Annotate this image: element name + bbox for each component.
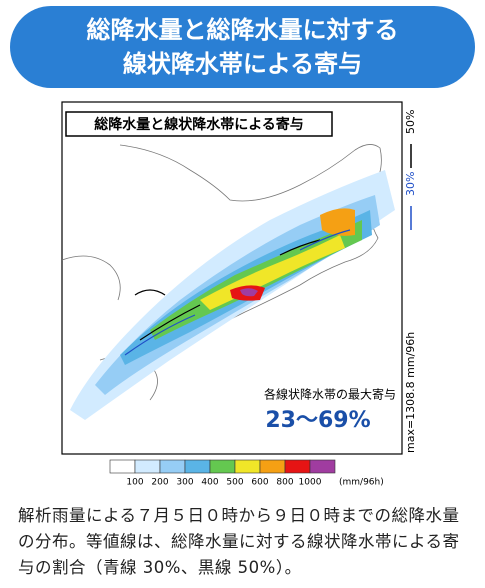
contours <box>124 229 351 356</box>
colorbar-swatch <box>134 459 161 474</box>
colorbar-swatch <box>109 459 136 474</box>
title-banner: 総降水量と総降水量に対する 線状降水帯による寄与 <box>10 6 475 88</box>
legend-label: 50% <box>404 110 417 134</box>
max-label: max=1308.8 mm/96h <box>404 332 417 453</box>
colorbar-label: 200 <box>151 478 168 488</box>
colorbar-unit: (mm/96h) <box>339 478 384 488</box>
contour-legend: 50% 30% <box>404 110 417 230</box>
annotation-label: 各線状降水帯の最大寄与 <box>264 387 396 402</box>
inset-title-box <box>65 111 333 137</box>
precipitation-field <box>70 170 395 420</box>
colorbar-swatch <box>159 459 186 474</box>
colorbar-label: 800 <box>276 478 293 488</box>
annotation-value: 23～69% <box>265 408 370 433</box>
colorbar-swatch <box>234 459 261 474</box>
contour-30 <box>124 229 351 356</box>
legend-label: 30% <box>404 172 417 196</box>
colorbar: 100 200 300 400 500 600 800 1000 (mm/96h) <box>109 459 384 488</box>
colorbar-swatch <box>259 459 286 474</box>
colorbar-label: 500 <box>226 478 243 488</box>
colorbar-swatch <box>309 459 336 474</box>
caption: 解析雨量による７月５日０時から９日０時までの総降水量の分布。等値線は、総降水量に… <box>18 506 460 577</box>
colorbar-swatch <box>184 459 211 474</box>
coastline <box>61 255 121 301</box>
rain-area <box>320 208 355 236</box>
title-line: 総降水量と総降水量に対する <box>86 16 399 44</box>
colorbar-label: 600 <box>251 478 268 488</box>
figure: 総降水量と線状降水帯による寄与 各線状降水帯の最大寄与 23～69% max=1… <box>61 101 417 488</box>
inset-title: 総降水量と線状降水帯による寄与 <box>94 116 304 133</box>
rain-area <box>240 288 258 297</box>
colorbar-swatch <box>284 459 311 474</box>
colorbar-label: 1000 <box>299 478 322 488</box>
title-line: 線状降水帯による寄与 <box>122 50 363 78</box>
colorbar-swatch <box>209 459 236 474</box>
colorbar-label: 100 <box>126 478 143 488</box>
contour-50 <box>134 239 321 341</box>
colorbar-label: 400 <box>201 478 218 488</box>
colorbar-label: 300 <box>176 478 193 488</box>
